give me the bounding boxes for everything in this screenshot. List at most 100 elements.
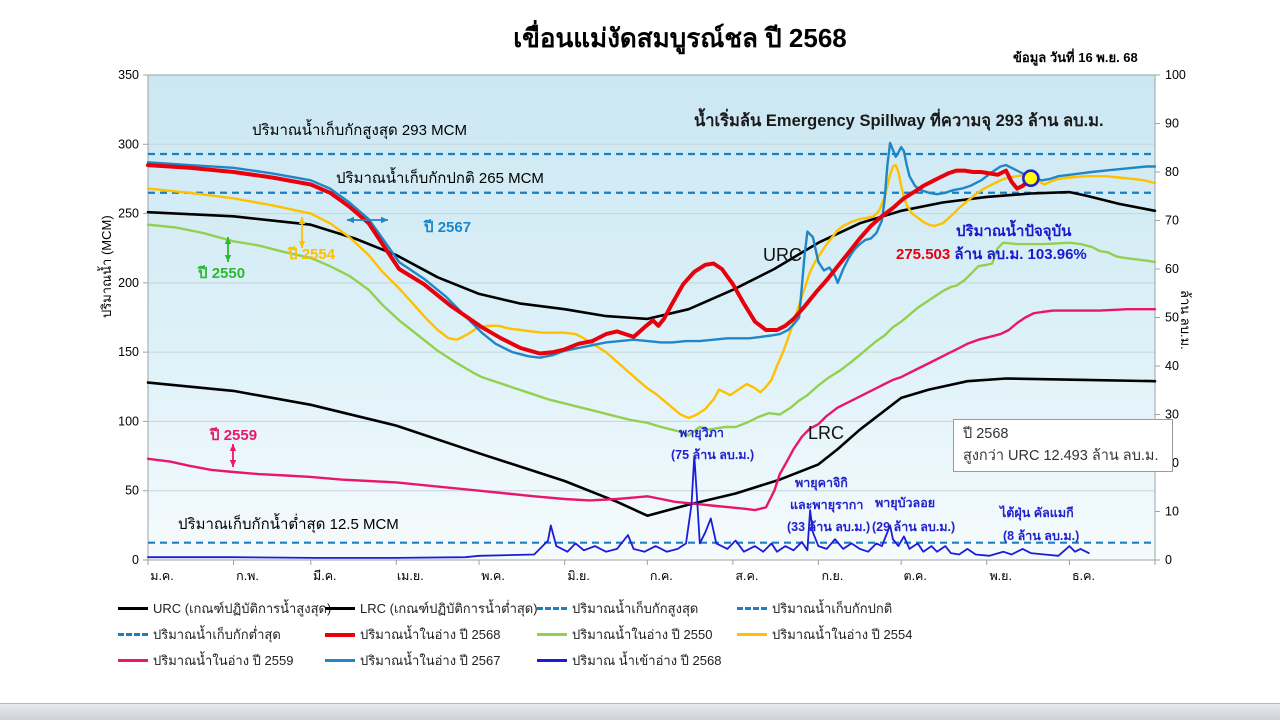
storm-kajiki-amount: (33 ล้าน ลบ.ม.) — [787, 520, 871, 534]
min-storage-label: ปริมาณเก็บกักน้ำต่ำสุด 12.5 MCM — [178, 516, 399, 533]
y-tick-label-left: 50 — [125, 484, 139, 498]
legend-item: ปริมาณน้ำเก็บกักสูงสุด — [537, 598, 737, 619]
legend-item: ปริมาณน้ำเก็บกักต่ำสุด — [118, 624, 325, 645]
storm-ragasa-label: และพายุรากา — [790, 498, 864, 512]
callout-line: ปี 2568 — [963, 426, 1009, 442]
x-tick-label: เม.ย. — [397, 569, 424, 583]
y-tick-label-right: 10 — [1165, 505, 1179, 519]
x-tick-label: ก.พ. — [236, 569, 259, 583]
series-line — [146, 223, 1157, 437]
legend-swatch — [118, 659, 148, 662]
legend-item: ปริมาณน้ำในอ่าง ปี 2559 — [118, 650, 325, 671]
series-line — [146, 163, 1033, 356]
current-point-marker — [1022, 169, 1040, 188]
y-axis-title-right: ล้าน ลบ.ม. — [1178, 290, 1193, 350]
y-tick-label-left: 0 — [132, 553, 139, 567]
legend-swatch — [537, 633, 567, 636]
y-tick-label-left: 250 — [118, 207, 139, 221]
series-line — [146, 163, 1157, 420]
x-tick-label: ก.ย. — [821, 569, 843, 583]
legend-label: ปริมาณน้ำในอ่าง ปี 2567 — [360, 653, 501, 668]
x-tick-label: ม.ค. — [150, 569, 174, 583]
current-volume-label: ปริมาณน้ำปัจจุบัน — [956, 223, 1072, 240]
legend-swatch — [325, 659, 355, 662]
y-tick-label-right: 80 — [1165, 165, 1179, 179]
legend-swatch — [325, 607, 355, 610]
legend-label: ปริมาณน้ำเก็บกักปกติ — [772, 601, 893, 616]
legend-swatch — [537, 607, 567, 610]
current-volume-value: 275.503 ล้าน ลบ.ม. 103.96% — [896, 246, 1087, 263]
typhoon-kalmaegi-amount: (8 ล้าน ลบ.ม.) — [1003, 529, 1080, 543]
spillway-label: น้ำเริ่มล้น Emergency Spillway ที่ความจุ… — [694, 112, 1104, 130]
storm-wipha-label: พายุวิภา — [679, 426, 724, 440]
x-tick-label: มี.ค. — [313, 569, 337, 583]
legend-label: ปริมาณ น้ำเข้าอ่าง ปี 2568 — [572, 653, 722, 668]
series-line — [146, 377, 1157, 517]
legend-label: ปริมาณน้ำเก็บกักสูงสุด — [572, 601, 699, 616]
arrowhead — [298, 241, 306, 248]
y-tick-label-right: 90 — [1165, 117, 1179, 131]
y-tick-label-right: 0 — [1165, 553, 1172, 567]
legend-swatch — [737, 633, 767, 636]
normal-storage-label: ปริมาณน้ำเก็บกักปกติ 265 MCM — [336, 170, 544, 187]
x-tick-label: ก.ค. — [650, 569, 673, 583]
legend-item: ปริมาณน้ำในอ่าง ปี 2554 — [737, 624, 977, 645]
year-2559-label: ปี 2559 — [210, 427, 258, 444]
legend-item: URC (เกณฑ์ปฏิบัติการน้ำสูงสุด) — [118, 598, 331, 619]
legend-item: ปริมาณน้ำเก็บกักปกติ — [737, 598, 977, 619]
y-tick-label-right: 60 — [1165, 262, 1179, 276]
data-date-label: ข้อมูล วันที่ 16 พ.ย. 68 — [1013, 50, 1138, 65]
arrowhead — [298, 217, 306, 224]
callout-box: ปี 2568 สูงกว่า URC 12.493 ล้าน ลบ.ม. — [953, 419, 1173, 472]
arrowhead — [224, 255, 232, 262]
y-tick-label-right: 70 — [1165, 214, 1179, 228]
typhoon-kalmaegi-label: ไต้ฝุ่น คัลแมกี — [1000, 506, 1074, 520]
x-tick-label: พ.ค. — [481, 569, 505, 583]
y-tick-label-left: 200 — [118, 276, 139, 290]
y-tick-label-right: 100 — [1165, 68, 1186, 82]
legend-swatch — [537, 659, 567, 662]
x-tick-label: ธ.ค. — [1072, 569, 1095, 583]
legend-swatch — [118, 633, 148, 636]
year-2550-label: ปี 2550 — [198, 265, 246, 282]
storm-wipha-amount: (75 ล้าน ลบ.ม.) — [671, 448, 755, 462]
legend-swatch — [325, 632, 355, 637]
urc-label: URC — [763, 245, 802, 265]
legend-label: ปริมาณน้ำเก็บกักต่ำสุด — [153, 627, 281, 642]
legend-label: ปริมาณน้ำในอ่าง ปี 2554 — [772, 627, 913, 642]
x-tick-label: ส.ค. — [735, 569, 758, 583]
x-tick-label: ต.ค. — [903, 569, 926, 583]
year-2554-label: ปี 2554 — [288, 246, 336, 263]
arrowhead — [381, 216, 388, 224]
arrowhead — [229, 444, 237, 451]
legend-item: ปริมาณน้ำในอ่าง ปี 2568 — [325, 624, 537, 645]
y-tick-label-right: 40 — [1165, 359, 1179, 373]
arrowhead — [224, 237, 232, 244]
footer-bar — [0, 703, 1280, 720]
legend-label: ปริมาณน้ำในอ่าง ปี 2559 — [153, 653, 294, 668]
lrc-label: LRC — [808, 423, 845, 443]
x-tick-label: มิ.ย. — [567, 569, 590, 583]
y-tick-label-right: 30 — [1165, 408, 1179, 422]
legend-item: ปริมาณ น้ำเข้าอ่าง ปี 2568 — [537, 650, 737, 671]
series-line — [147, 455, 1090, 559]
legend-label: ปริมาณน้ำในอ่าง ปี 2568 — [360, 627, 501, 642]
arrowhead — [229, 460, 237, 467]
y-tick-label-left: 350 — [118, 68, 139, 82]
y-tick-label-left: 150 — [118, 345, 139, 359]
legend: URC (เกณฑ์ปฏิบัติการน้ำสูงสุด) LRC (เกณฑ์… — [118, 598, 977, 671]
x-tick-label: พ.ย. — [989, 569, 1012, 583]
year-2567-label: ปี 2567 — [424, 219, 472, 236]
y-axis-title-left: ปริมาณน้ำ (MCM) — [99, 215, 114, 318]
storm-bualoi-amount: (29 ล้าน ลบ.ม.) — [872, 520, 956, 534]
y-tick-label-left: 300 — [118, 137, 139, 151]
legend-label: URC (เกณฑ์ปฏิบัติการน้ำสูงสุด) — [153, 601, 332, 616]
legend-label: ปริมาณน้ำในอ่าง ปี 2550 — [572, 627, 713, 642]
storm-kajiki-label: พายุคาจิกิ — [795, 476, 848, 490]
legend-swatch — [737, 607, 767, 610]
legend-item: ปริมาณน้ำในอ่าง ปี 2567 — [325, 650, 537, 671]
arrowhead — [347, 216, 354, 224]
